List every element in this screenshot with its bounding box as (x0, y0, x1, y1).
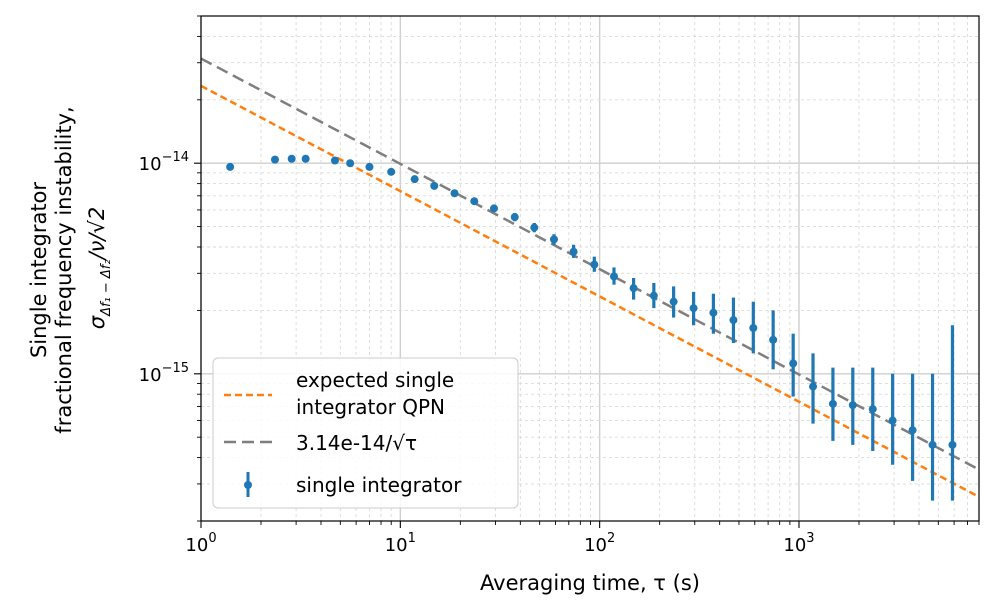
legend-label-fit: 3.14e-14/√τ (296, 431, 417, 455)
plot-frame (200, 15, 980, 522)
data-point (689, 304, 698, 313)
x-tick-label: 103 (783, 531, 814, 556)
data-point (549, 235, 558, 244)
data-point (287, 154, 296, 163)
x-tick-label: 102 (584, 531, 615, 556)
data-point (769, 335, 778, 344)
legend-label-qpn-line-2: integrator QPN (296, 395, 445, 419)
data-point (387, 167, 396, 176)
plot-area (201, 57, 979, 501)
data-point (450, 189, 459, 198)
axis-ticks: 100 101 102 103 10−15 10−14 (139, 15, 980, 556)
data-point (365, 162, 374, 171)
data-point (729, 316, 738, 325)
data-point (430, 181, 439, 190)
legend-swatch-data-marker (244, 481, 252, 489)
y-axis-label-math: σΔf₁ − Δf₂/ν/√2 (85, 207, 114, 329)
data-point (609, 272, 618, 281)
data-point (749, 323, 758, 332)
data-point (330, 156, 339, 165)
data-point (669, 297, 678, 306)
data-point (848, 401, 857, 410)
qpn-line (201, 84, 979, 498)
svg-text:σΔf₁ − Δf₂/ν/√2: σΔf₁ − Δf₂/ν/√2 (85, 207, 114, 329)
y-axis-label: Single integrator fractional frequency i… (27, 106, 114, 433)
legend-label-data: single integrator (296, 473, 462, 497)
data-point (346, 159, 355, 168)
x-tick-label: 100 (185, 531, 216, 556)
fit-line (201, 57, 979, 471)
y-tick-label: 10−15 (139, 361, 189, 386)
data-point (928, 440, 937, 449)
data-point (470, 197, 479, 206)
data-point (948, 440, 957, 449)
data-point (270, 155, 279, 164)
data-point (888, 416, 897, 425)
x-axis-label: Averaging time, τ (s) (480, 571, 700, 595)
data-point (569, 247, 578, 256)
data-point (649, 291, 658, 300)
data-point (301, 154, 310, 163)
data-point (789, 359, 798, 368)
data-point (629, 284, 638, 293)
data-point (828, 399, 837, 408)
data-point (709, 308, 718, 317)
sigma-symbol: σ (85, 315, 109, 329)
data-point (410, 175, 419, 184)
sigma-subscript: Δf₁ − Δf₂ (99, 259, 114, 317)
data-point (590, 260, 599, 269)
legend: expected single integrator QPN 3.14e-14/… (212, 357, 519, 509)
data-point (530, 223, 539, 232)
y-tick-label: 10−14 (139, 150, 189, 175)
legend-frame (212, 357, 519, 509)
data-point (510, 213, 519, 222)
legend-label-qpn-line-1: expected single (296, 368, 454, 392)
data-point (809, 382, 818, 391)
y-axis-label-line-1: Single integrator (27, 182, 51, 358)
data-point (226, 162, 235, 171)
x-tick-label: 101 (385, 531, 416, 556)
data-point (489, 204, 498, 213)
data-point (908, 426, 917, 435)
data-point (868, 405, 877, 414)
sigma-rest: /ν/√2 (85, 207, 109, 262)
y-axis-label-line-2: fractional frequency instability, (52, 106, 76, 433)
